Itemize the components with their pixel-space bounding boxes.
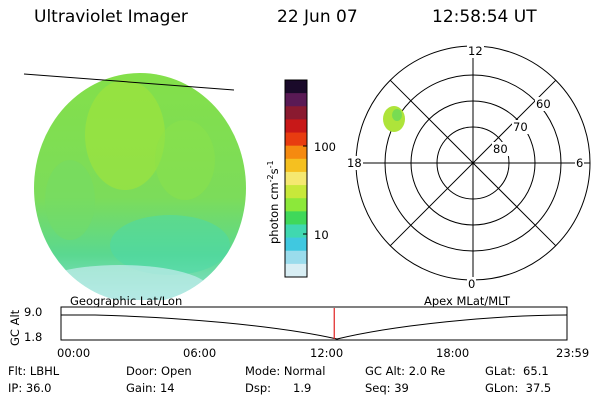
uv-image-panel [23, 73, 246, 300]
polar-label-18: 18 [346, 156, 363, 170]
seq-info: Seq: 39 [365, 381, 409, 395]
app-title: Ultraviolet Imager [34, 7, 188, 27]
terminator-line [23, 73, 235, 91]
colorbar-stripe [285, 145, 307, 160]
timeline-y-tick-bottom: 1.8 [24, 330, 43, 344]
colorbar-stripe [285, 93, 307, 107]
door-info: Door: Open [126, 364, 192, 378]
colorbar-stripe [285, 250, 307, 265]
polar-diagonal-2 [389, 79, 557, 247]
colorbar-tick-10: 10 [314, 228, 329, 242]
timeline-x-tick-1800: 18:00 [436, 346, 470, 360]
timeline-x-tick-2359: 23:59 [556, 346, 590, 360]
colorbar-unit-label: photon cm-2s-1 [266, 160, 281, 244]
colorbar-stripe [285, 171, 307, 186]
colorbar-stripe [285, 106, 307, 120]
timeline-plot[interactable] [55, 305, 575, 343]
colorbar-stripe [285, 198, 307, 212]
polar-ring-label-70: 70 [512, 120, 529, 134]
timeline-left-title: Geographic Lat/Lon [70, 294, 183, 308]
ip-info: IP: 36.0 [8, 381, 52, 395]
timeline-right-title: Apex MLat/MLT [424, 294, 511, 308]
mode-info: Mode: Normal [245, 364, 326, 378]
timeline-x-tick-1200: 12:00 [310, 346, 344, 360]
colorbar-tick-100: 100 [314, 140, 336, 154]
glat-info: GLat: 65.1 [485, 364, 549, 378]
gain-info: Gain: 14 [126, 381, 175, 395]
dsp-info: Dsp: 1.9 [245, 381, 312, 395]
colorbar-stripe [285, 132, 307, 147]
filter-info: Flt: LBHL [8, 364, 60, 378]
colorbar-stripe [285, 211, 307, 225]
timeline-y-label: GC Alt [8, 309, 22, 346]
altitude-curve [61, 314, 568, 340]
polar-label-6: 6 [575, 156, 585, 170]
timeline-x-tick-0600: 06:00 [183, 346, 217, 360]
colorbar-stripe [285, 80, 307, 94]
glon-info: GLon: 37.5 [485, 381, 552, 395]
date-label: 22 Jun 07 [277, 7, 358, 27]
polar-ring-label-60: 60 [535, 97, 552, 111]
colorbar-stripe [285, 224, 307, 239]
time-label: 12:58:54 UT [432, 7, 537, 27]
polar-label-12: 12 [467, 44, 484, 58]
colorbar-stripe [285, 158, 307, 173]
timeline-y-tick-top: 9.0 [24, 305, 43, 319]
polar-ring-label-80: 80 [492, 142, 509, 156]
colorbar-stripe [285, 119, 307, 134]
colorbar-stripe [285, 237, 307, 252]
colorbar-stripe [285, 263, 307, 278]
polar-plot [355, 45, 591, 281]
timeline-x-tick-0000: 00:00 [57, 346, 91, 360]
gc-alt-info: GC Alt: 2.0 Re [365, 364, 446, 378]
colorbar [284, 79, 308, 278]
polar-label-0: 0 [467, 277, 477, 291]
earth-disk [34, 73, 246, 300]
auroral-blob [383, 106, 405, 132]
colorbar-stripe [285, 185, 307, 199]
